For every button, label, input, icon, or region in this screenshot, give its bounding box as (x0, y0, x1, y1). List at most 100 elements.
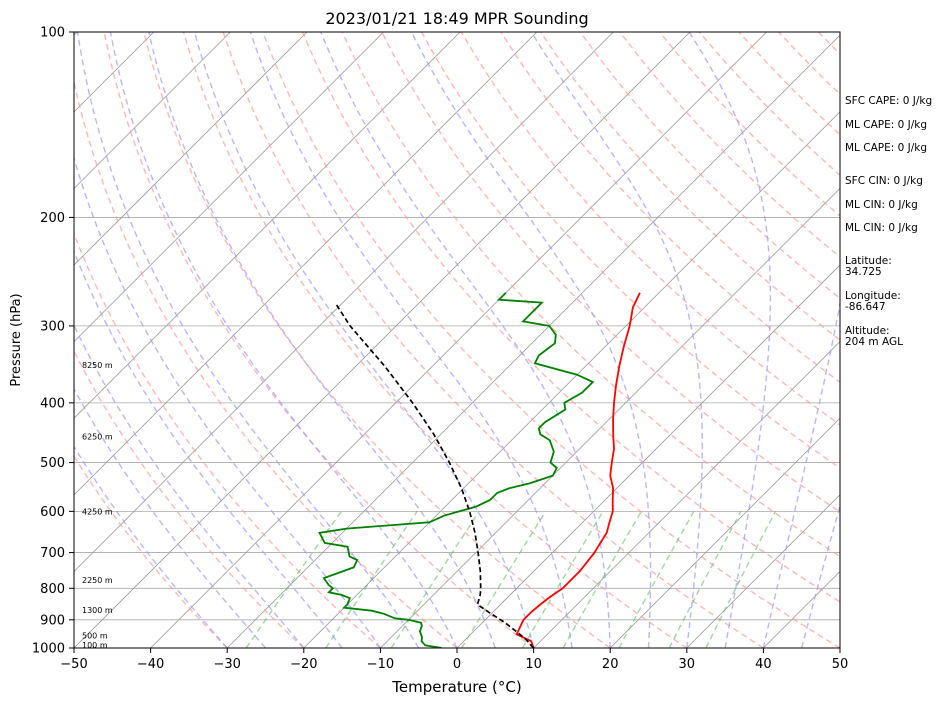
x-axis: −50 −40 −30 −20 −10 0 10 20 30 40 50 (60, 648, 848, 672)
mixing-ratio-line (245, 510, 342, 648)
isotherm-line (533, 341, 840, 648)
moist-adiabat (320, 32, 611, 648)
isotherm-line (303, 111, 840, 648)
chart-title: 2023/01/21 18:49 MPR Sounding (325, 9, 588, 28)
x-tick-label: 50 (832, 657, 849, 672)
altitude-value: 204 m AGL (845, 336, 903, 348)
mixing-ratio-line (562, 510, 642, 648)
y-tick-label: 100 (40, 26, 65, 41)
height-label: 8250 m (82, 361, 113, 370)
moist-adiabat (74, 155, 381, 648)
moist-adiabat (74, 445, 228, 648)
x-axis-label: Temperature (°C) (391, 678, 521, 696)
x-tick-label: 20 (602, 657, 619, 672)
isotherm-line (74, 32, 538, 496)
x-tick-label: −10 (367, 657, 394, 672)
moist-adiabat (193, 32, 535, 648)
dry-adiabat (74, 349, 305, 648)
sfc-cin-text: SFC CIN: 0 J/kg (845, 175, 923, 187)
y-tick-label: 800 (40, 582, 65, 597)
moist-adiabat (109, 32, 458, 648)
parcel-profile (334, 302, 535, 648)
y-axis-label: Pressure (hPa) (9, 293, 24, 386)
height-label: 6250 m (82, 433, 113, 442)
moist-adiabat (530, 32, 703, 648)
dry-adiabat (182, 32, 688, 648)
latitude-value: 34.725 (845, 266, 882, 278)
isotherm-line (74, 32, 614, 572)
y-tick-label: 700 (40, 546, 65, 561)
background-grid (74, 32, 840, 648)
y-tick-label: 400 (40, 396, 65, 411)
dry-adiabat (579, 32, 840, 300)
ml-cin-text-2: ML CIN: 0 J/kg (845, 222, 918, 234)
moist-adiabat (249, 32, 573, 648)
isotherm-line (686, 494, 840, 648)
altitude-label: Altitude: (845, 325, 890, 337)
dry-adiabat (262, 32, 840, 648)
x-tick-label: 0 (453, 657, 461, 672)
mixing-ratio-line (521, 510, 604, 648)
x-tick-label: −30 (213, 657, 240, 672)
moist-adiabat (74, 249, 343, 648)
longitude-value: -86.647 (845, 301, 886, 313)
y-tick-label: 600 (40, 505, 65, 520)
mixing-ratio-line (325, 510, 418, 648)
mixing-ratio-line (705, 510, 777, 648)
sfc-cape-text: SFC CAPE: 0 J/kg (845, 95, 932, 107)
dry-adiabat (143, 32, 611, 648)
height-label: 500 m (82, 632, 108, 641)
dry-adiabat (103, 32, 535, 648)
moist-adiabat (410, 32, 652, 648)
height-label: 1300 m (82, 606, 113, 615)
moist-adiabat (688, 32, 772, 648)
ml-cin-text: ML CIN: 0 J/kg (845, 199, 918, 211)
mixing-ratio-line (390, 510, 480, 648)
y-tick-label: 300 (40, 319, 65, 334)
x-tick-label: 10 (525, 657, 542, 672)
x-tick-label: 30 (679, 657, 696, 672)
y-tick-label: 900 (40, 613, 65, 628)
temperature-profile (515, 292, 641, 648)
data-series (318, 292, 641, 648)
isotherm-line (609, 417, 840, 648)
x-tick-label: −40 (137, 657, 164, 672)
height-label: 4250 m (82, 507, 113, 516)
height-label: 100 m (82, 641, 108, 650)
y-axis: 100 200 300 400 500 600 700 800 900 1000 (32, 26, 74, 657)
moist-adiabat (76, 32, 420, 648)
dry-adiabat (74, 231, 381, 648)
mixing-ratio-line (461, 510, 547, 648)
isotherm-line (380, 187, 840, 648)
moist-adiabat (148, 32, 496, 648)
ml-cape-text-2: ML CAPE: 0 J/kg (845, 142, 927, 154)
latitude-label: Latitude: (845, 255, 892, 267)
longitude-label: Longitude: (845, 290, 901, 302)
x-tick-label: 40 (755, 657, 772, 672)
isotherm-line (74, 32, 384, 343)
dewpoint-profile (318, 292, 595, 648)
mixing-ratio-line (618, 510, 695, 648)
moist-adiabat (801, 503, 840, 648)
moist-adiabat (762, 300, 840, 648)
isotherm-line (456, 264, 840, 648)
y-tick-label: 500 (40, 456, 65, 471)
ml-cape-text: ML CAPE: 0 J/kg (845, 119, 927, 131)
isotherm-line (226, 34, 840, 648)
x-tick-label: −50 (60, 657, 87, 672)
y-tick-label: 1000 (32, 642, 65, 657)
parameter-panel: SFC CAPE: 0 J/kg ML CAPE: 0 J/kg ML CAPE… (845, 95, 932, 348)
dry-adiabat (74, 79, 458, 648)
isotherm-line (150, 32, 767, 648)
height-label: 2250 m (82, 576, 113, 585)
x-tick-label: −20 (290, 657, 317, 672)
isotherm-line (74, 32, 691, 648)
isotherm-line (74, 32, 231, 189)
isotherm-line (74, 32, 308, 266)
y-tick-label: 200 (40, 211, 65, 226)
isotherm-line (74, 32, 461, 419)
mixing-ratio-line (668, 510, 742, 648)
